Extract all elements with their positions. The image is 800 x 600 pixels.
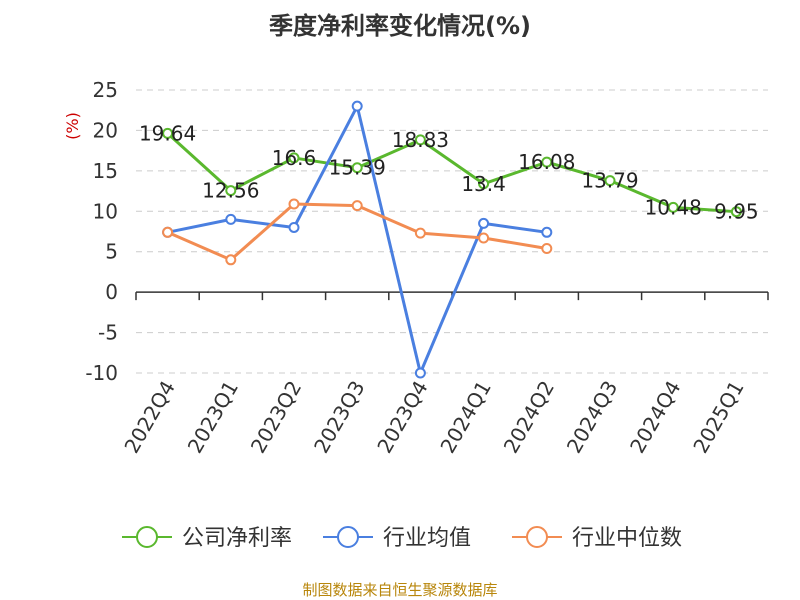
grid-lines xyxy=(136,89,768,374)
x-tick-label: 2023Q2 xyxy=(246,377,306,458)
data-point xyxy=(351,200,363,212)
data-label: 18.83 xyxy=(392,128,449,152)
series-group xyxy=(162,100,742,379)
x-tick-label: 2024Q3 xyxy=(562,377,622,458)
legend: 公司净利率 行业均值 行业中位数 xyxy=(122,526,682,551)
legend-marker xyxy=(136,526,158,548)
y-tick-label: -5 xyxy=(98,321,118,345)
data-point xyxy=(351,100,363,112)
data-point xyxy=(288,221,300,233)
data-point xyxy=(288,152,300,164)
legend-label: 行业中位数 xyxy=(572,526,682,551)
y-tick-label: 25 xyxy=(93,78,118,102)
y-axis-label: (%) xyxy=(63,112,82,140)
data-point xyxy=(162,226,174,238)
x-tick-label: 2024Q1 xyxy=(435,376,495,457)
data-point xyxy=(414,227,426,239)
x-tick-label: 2024Q4 xyxy=(625,377,685,458)
data-point xyxy=(541,156,553,168)
x-tick-label: 2023Q1 xyxy=(183,377,243,458)
data-label: 15.39 xyxy=(329,156,386,180)
series-line xyxy=(166,132,737,214)
y-tick-label: 15 xyxy=(93,159,118,183)
data-point xyxy=(414,367,426,379)
x-tick-label: 2025Q1 xyxy=(688,377,748,458)
legend-label: 行业均值 xyxy=(383,526,471,551)
source-note: 制图数据来自恒生聚源数据库 xyxy=(302,581,497,599)
chart-title: 季度净利率变化情况(%) xyxy=(269,12,531,40)
data-label: 12.56 xyxy=(202,179,259,203)
data-point xyxy=(351,162,363,174)
data-point xyxy=(667,201,679,213)
data-point xyxy=(541,226,553,238)
data-point xyxy=(478,178,490,190)
y-tick-label: 20 xyxy=(93,118,118,142)
data-point xyxy=(414,134,426,146)
data-point xyxy=(478,232,490,244)
y-axis-ticks: 25 20 15 10 5 0 -5 -10 xyxy=(85,78,118,385)
data-point xyxy=(225,185,237,197)
data-label: 9.95 xyxy=(714,200,759,224)
x-tick-label: 2022Q4 xyxy=(119,377,179,458)
data-point xyxy=(225,213,237,225)
data-point xyxy=(478,217,490,229)
legend-marker xyxy=(526,526,548,548)
y-tick-label: -10 xyxy=(85,361,118,385)
x-tick-label: 2023Q4 xyxy=(372,377,432,458)
data-label: 16.08 xyxy=(518,150,575,174)
data-label: 13.4 xyxy=(461,172,506,196)
y-tick-label: 0 xyxy=(105,280,118,304)
legend-label: 公司净利率 xyxy=(182,526,292,551)
y-tick-label: 10 xyxy=(93,199,118,223)
data-point xyxy=(225,254,237,266)
y-tick-label: 5 xyxy=(105,240,118,264)
data-label: 19.64 xyxy=(139,121,196,145)
data-label: 13.79 xyxy=(581,169,638,193)
data-point xyxy=(162,127,174,139)
legend-marker xyxy=(337,526,359,548)
data-label: 16.6 xyxy=(272,146,317,170)
data-point xyxy=(541,242,553,254)
x-tick-label: 2023Q3 xyxy=(309,377,369,458)
data-point xyxy=(604,175,616,187)
data-point xyxy=(288,198,300,210)
x-tick-label: 2024Q2 xyxy=(499,377,559,458)
data-label: 10.48 xyxy=(645,195,702,219)
data-point xyxy=(730,206,742,218)
x-axis-ticks: 2022Q4 2023Q1 2023Q2 2023Q3 2023Q4 2024Q1 2024… xyxy=(119,376,748,457)
x-axis xyxy=(135,291,769,301)
